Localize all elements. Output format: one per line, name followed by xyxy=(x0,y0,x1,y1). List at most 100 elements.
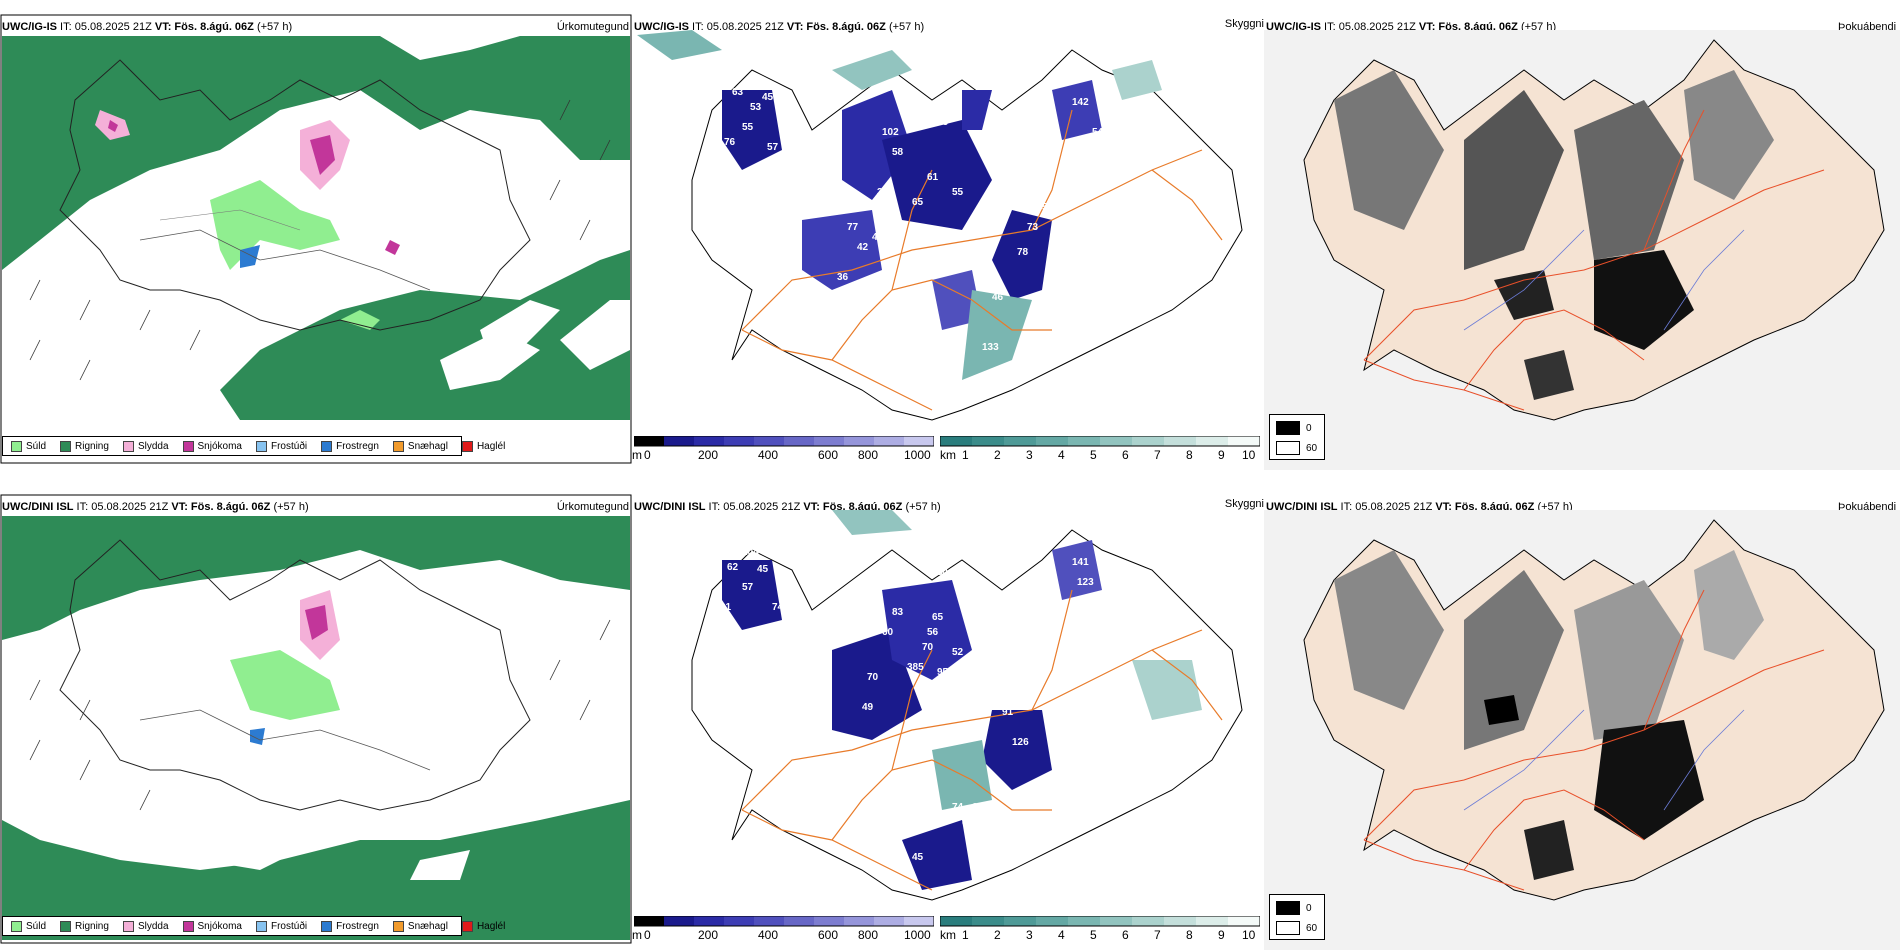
svg-text:65: 65 xyxy=(932,612,944,623)
svg-text:75: 75 xyxy=(937,117,949,128)
tick: 7 xyxy=(1154,448,1161,462)
svg-text:53: 53 xyxy=(750,102,762,113)
svg-text:56: 56 xyxy=(927,627,939,638)
svg-text:91: 91 xyxy=(1002,707,1014,718)
tick: 400 xyxy=(758,928,779,942)
legend-item: Slydda xyxy=(122,920,169,932)
legend-item: Rigning xyxy=(60,440,109,452)
visibility-panel-bottom: UWC/DINI ISL IT: 05.08.2025 21Z VT: Fös.… xyxy=(632,480,1264,950)
svg-text:42: 42 xyxy=(857,242,869,253)
ceiling-colorbar-blocks xyxy=(634,436,934,446)
precip-panel-top: UWC/IG-IS IT: 05.08.2025 21Z VT: Fös. 8.… xyxy=(0,0,632,470)
visibility-panel-top: UWC/IG-IS IT: 05.08.2025 21Z VT: Fös. 8.… xyxy=(632,0,1264,470)
precip-map-bottom xyxy=(0,494,632,944)
fog-map-top xyxy=(1264,30,1900,470)
legend-item: Súld xyxy=(11,920,46,932)
svg-text:73: 73 xyxy=(1027,222,1039,233)
precip-panel-bottom: UWC/DINI ISL IT: 05.08.2025 21Z VT: Fös.… xyxy=(0,480,632,950)
svg-text:39: 39 xyxy=(887,847,899,858)
tick: 400 xyxy=(758,448,779,462)
svg-text:61: 61 xyxy=(927,172,939,183)
fog-legend-swatch-black xyxy=(1276,421,1300,435)
legend-item: Frostregn xyxy=(321,440,379,452)
precip-legend: Súld Rigning Slydda Snjókoma Frostúði Fr… xyxy=(2,436,505,456)
svg-text:80: 80 xyxy=(962,817,974,828)
fog-legend-swatch-white xyxy=(1276,441,1300,455)
tick: 8 xyxy=(1186,928,1193,942)
tick: 200 xyxy=(698,448,719,462)
visibility-title: Skyggni xyxy=(1224,498,1264,510)
fog-legend-swatch-black xyxy=(1276,901,1300,915)
svg-text:49: 49 xyxy=(862,702,874,713)
precip-title: Úrkomutegund xyxy=(556,501,629,513)
svg-text:62: 62 xyxy=(727,562,739,573)
svg-text:123: 123 xyxy=(1077,577,1094,588)
svg-text:141: 141 xyxy=(1072,557,1089,568)
svg-text:58: 58 xyxy=(892,147,904,158)
svg-text:44: 44 xyxy=(872,232,884,243)
tick: 10 xyxy=(1242,448,1256,462)
ceiling-map-top: 63 53 45 55 75 76 57 83 102 58 46 75 48 … xyxy=(637,30,1243,421)
svg-text:36: 36 xyxy=(877,187,889,198)
svg-text:80: 80 xyxy=(982,207,994,218)
svg-text:102: 102 xyxy=(882,127,899,138)
svg-text:46: 46 xyxy=(992,292,1004,303)
panel-title: UWC/DINI ISL IT: 05.08.2025 21Z VT: Fös.… xyxy=(2,501,309,513)
svg-text:45: 45 xyxy=(912,852,924,863)
svg-text:77: 77 xyxy=(847,222,859,233)
svg-text:78: 78 xyxy=(782,587,794,598)
svg-text:74: 74 xyxy=(952,802,964,813)
svg-text:46: 46 xyxy=(937,97,949,108)
svg-text:76: 76 xyxy=(724,137,736,148)
precip-map-top xyxy=(0,14,632,464)
svg-text:60: 60 xyxy=(882,627,894,638)
legend-item: Frostúði xyxy=(255,440,307,452)
svg-text:63: 63 xyxy=(972,802,984,813)
tick: 800 xyxy=(858,448,879,462)
fog-legend: 0 60 xyxy=(1269,414,1325,460)
tick: 600 xyxy=(818,448,839,462)
tick: 8 xyxy=(1186,448,1193,462)
svg-text:54: 54 xyxy=(927,247,939,258)
tick: 7 xyxy=(1154,928,1161,942)
svg-text:104: 104 xyxy=(742,547,759,558)
tick: 2 xyxy=(994,928,1001,942)
legend-item: Rigning xyxy=(60,920,109,932)
svg-text:70: 70 xyxy=(922,642,934,653)
panel-title: UWC/IG-IS IT: 05.08.2025 21Z VT: Fös. 8.… xyxy=(2,21,293,33)
svg-text:385: 385 xyxy=(907,662,924,673)
tick: 10 xyxy=(1242,928,1256,942)
svg-text:57: 57 xyxy=(767,142,779,153)
svg-text:83: 83 xyxy=(782,187,794,198)
tick: 1 xyxy=(962,448,969,462)
tick: 0 xyxy=(644,928,651,942)
tick: 9 xyxy=(1218,928,1225,942)
svg-text:90: 90 xyxy=(1057,757,1069,768)
fog-map-bottom xyxy=(1264,510,1900,950)
ceiling-map-bottom: 104 62 45 57 78 74 91 83 54 60 65 56 52 … xyxy=(691,510,1243,901)
legend-item: Snæhagl xyxy=(392,440,448,452)
svg-text:70: 70 xyxy=(867,672,879,683)
svg-text:45: 45 xyxy=(757,564,769,575)
svg-text:52: 52 xyxy=(952,647,964,658)
legend-item: Frostúði xyxy=(255,920,307,932)
svg-text:53: 53 xyxy=(1052,297,1064,308)
fog-panel-top: UWC/IG-IS IT: 05.08.2025 21Z VT: Fös. 8.… xyxy=(1264,0,1900,470)
svg-text:48: 48 xyxy=(1042,117,1054,128)
legend-item: Snjókoma xyxy=(182,920,242,932)
svg-text:55: 55 xyxy=(952,187,964,198)
tick: 4 xyxy=(1058,928,1065,942)
svg-text:133: 133 xyxy=(982,342,999,353)
fog-legend: 0 60 xyxy=(1269,894,1325,940)
ceiling-unit: m xyxy=(632,928,642,942)
legend-item: Snæhagl xyxy=(392,920,448,932)
visibility-unit: km xyxy=(940,448,956,462)
svg-text:55: 55 xyxy=(742,122,754,133)
tick: 1000 xyxy=(904,448,931,462)
panel-title: UWC/IG-IS IT: 05.08.2025 21Z VT: Fös. 8.… xyxy=(634,21,925,33)
svg-text:57: 57 xyxy=(742,582,754,593)
svg-text:78: 78 xyxy=(1017,247,1029,258)
tick: 1000 xyxy=(904,928,931,942)
svg-text:45: 45 xyxy=(762,92,774,103)
fog-panel-bottom: UWC/DINI ISL IT: 05.08.2025 21Z VT: Fös.… xyxy=(1264,480,1900,950)
